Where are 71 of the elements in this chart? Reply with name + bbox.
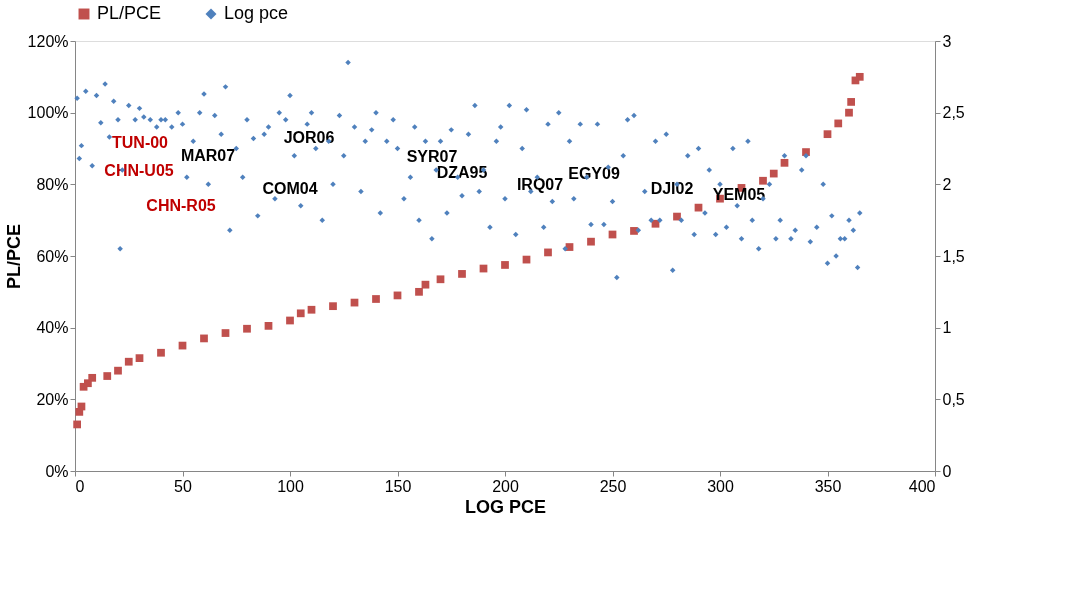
annotation: SYR07 — [406, 148, 458, 165]
y-tick-label: 120% — [27, 32, 69, 50]
point — [124, 357, 133, 366]
point — [114, 366, 122, 375]
annotation: COM04 — [262, 180, 318, 197]
legend-label: PL/PCE — [97, 3, 162, 23]
x-tick-label: 250 — [599, 477, 627, 495]
point — [587, 237, 595, 246]
annotation: DJI02 — [650, 180, 694, 197]
point — [834, 119, 843, 128]
point — [845, 108, 853, 117]
point — [823, 130, 832, 139]
y-tick-label: 20% — [36, 390, 69, 408]
x-tick-label: 50 — [174, 477, 192, 495]
point — [286, 316, 294, 325]
y-tick-label: 100% — [27, 104, 69, 122]
point — [307, 305, 316, 314]
x-tick-label: 350 — [814, 477, 842, 495]
point — [73, 420, 82, 429]
x-tick-label: 300 — [707, 477, 734, 495]
point — [264, 322, 273, 330]
annotation: CHN-U05 — [104, 162, 174, 179]
point — [847, 98, 856, 106]
point — [855, 72, 864, 81]
annotation: EGY09 — [568, 165, 620, 182]
point — [296, 309, 305, 318]
x-tick-label: 400 — [908, 477, 936, 495]
y2-tick-label: 0 — [942, 462, 952, 480]
annotation: DZA95 — [436, 164, 488, 181]
x-tick-label: 0 — [75, 477, 85, 495]
annotation: IRQ07 — [516, 176, 564, 193]
y2-tick-label: 1 — [942, 319, 952, 337]
point — [221, 329, 230, 337]
point — [329, 302, 337, 311]
y2-tick-label: 0,5 — [942, 390, 965, 408]
y-tick-label: 80% — [36, 175, 69, 193]
y2-tick-label: 3 — [942, 32, 952, 50]
point — [630, 227, 638, 235]
point — [88, 373, 97, 382]
annotation: TUN-00 — [111, 134, 169, 151]
x-tick-label: 100 — [277, 477, 304, 495]
annotation: CHN-R05 — [146, 197, 216, 214]
annotation: JOR06 — [283, 129, 335, 146]
point — [200, 334, 208, 343]
point — [243, 324, 251, 333]
point — [759, 176, 767, 185]
annotation: MAR07 — [180, 147, 236, 164]
point — [544, 248, 552, 257]
y2-tick-label: 2,5 — [942, 104, 965, 122]
point — [157, 348, 165, 357]
y-axis-title: PL/PCE — [3, 223, 24, 290]
point — [780, 158, 789, 167]
x-tick-label: 150 — [384, 477, 412, 495]
x-axis-title: LOG PCE — [464, 496, 547, 517]
legend-label: Log pce — [224, 3, 289, 23]
point — [103, 372, 112, 380]
point — [415, 287, 423, 296]
annotation: YEM05 — [712, 186, 766, 203]
y-tick-label: 0% — [45, 462, 69, 480]
point — [372, 295, 380, 303]
point — [769, 169, 778, 178]
point — [501, 261, 509, 269]
y2-tick-label: 2 — [942, 175, 952, 193]
point — [135, 354, 144, 362]
y-tick-label: 40% — [36, 319, 69, 337]
point — [436, 275, 445, 284]
point — [421, 280, 430, 289]
y-tick-label: 60% — [36, 247, 69, 265]
y2-tick-label: 1,5 — [942, 247, 965, 265]
point — [458, 270, 466, 278]
x-tick-label: 200 — [492, 477, 519, 495]
